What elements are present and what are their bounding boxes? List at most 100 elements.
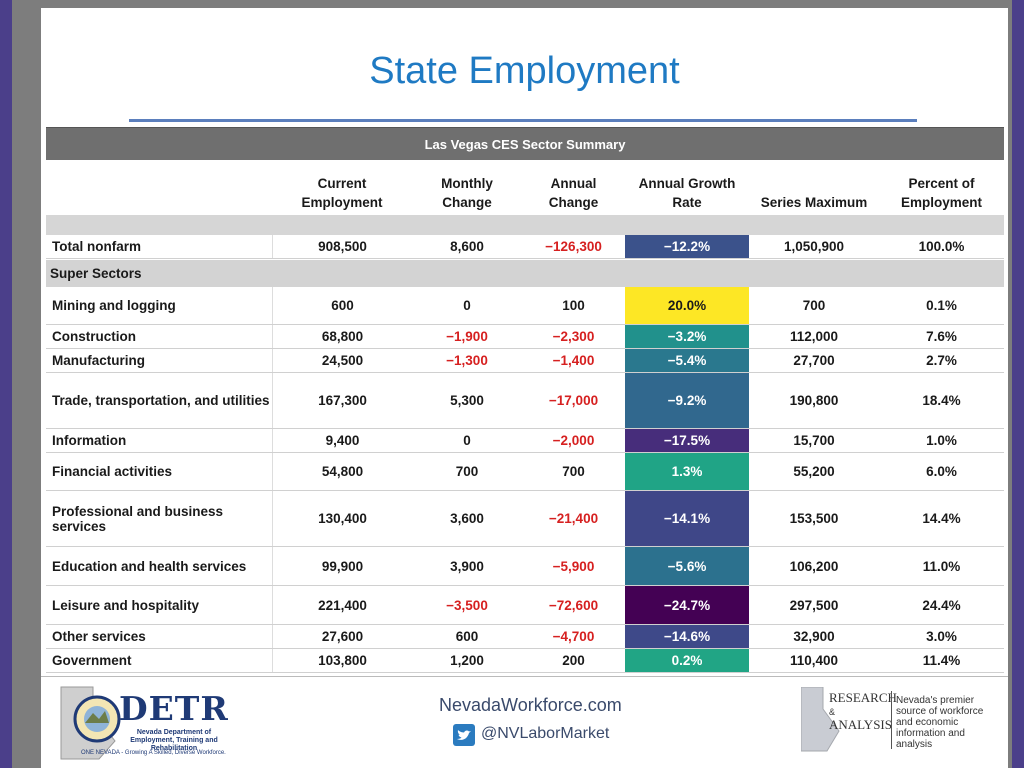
cell-monthly: −1,900 (446, 329, 488, 344)
cell-pct: 3.0% (926, 629, 957, 644)
cell-growth: −5.4% (625, 349, 749, 372)
cell-growth: −14.6% (625, 625, 749, 648)
cell-annual: −2,300 (552, 329, 595, 344)
footer: DETR Nevada Department of Employment, Tr… (41, 676, 1008, 768)
column-header-pct: Percent of Employment (900, 176, 982, 210)
cell-max: 27,700 (793, 353, 835, 368)
cell-current: 9,400 (272, 429, 412, 452)
cell-monthly: −1,300 (446, 353, 488, 368)
row-label: Trade, transportation, and utilities (52, 393, 270, 408)
column-header-current: Current Employment (301, 176, 383, 210)
cell-monthly: 3,900 (450, 558, 484, 574)
detr-subtitle: Nevada Department of Employment, Trainin… (130, 729, 218, 752)
row-label: Government (52, 653, 132, 668)
cell-max: 700 (802, 298, 826, 313)
table-row: Construction 68,800 −1,900 −2,300 −3.2% 112,0… (46, 325, 1004, 349)
cell-monthly: 1,200 (450, 653, 484, 668)
cell-current: 103,800 (272, 649, 412, 672)
cell-current: 99,900 (272, 547, 412, 585)
ra-logo-line2: ANALYSIS (829, 717, 892, 732)
table-row: Professional and business services 130,40… (46, 491, 1004, 547)
table-row: Information 9,400 0 −2,000 −17.5% 15,700 1.0% (46, 429, 1004, 453)
cell-current: 27,600 (272, 625, 412, 648)
ra-logo-amp: & (829, 707, 836, 717)
cell-pct: 6.0% (926, 464, 957, 479)
cell-pct: 7.6% (926, 329, 957, 344)
table-row: Government 103,800 1,200 200 0.2% 110,400 11.4… (46, 649, 1004, 673)
table-row: Financial activities 54,800 700 700 1.3% 55,2… (46, 453, 1004, 491)
cell-current: 167,300 (272, 373, 412, 428)
cell-current: 600 (272, 287, 412, 324)
nevada-state-seal-logo (60, 686, 121, 760)
cell-monthly: 8,600 (450, 239, 484, 254)
cell-annual: −2,000 (552, 433, 595, 448)
cell-annual: −5,900 (552, 558, 595, 574)
row-label: Education and health services (52, 558, 247, 574)
twitter-handle[interactable]: @NVLaborMarket (481, 725, 610, 742)
cell-pct: 18.4% (922, 393, 961, 408)
cell-pct: 24.4% (922, 597, 961, 613)
table-row: Education and health services 99,900 3,900… (46, 547, 1004, 586)
cell-pct: 1.0% (926, 433, 957, 448)
detr-tagline: ONE NEVADA - Growing A Skilled, Diverse … (81, 750, 226, 756)
cell-pct: 11.4% (922, 653, 961, 668)
cell-max: 153,500 (789, 511, 839, 526)
cell-growth: −12.2% (625, 235, 749, 258)
slide: State Employment Las Vegas CES Sector Su… (41, 8, 1008, 768)
cell-pct: 14.4% (922, 511, 961, 526)
section-header-super-sectors: Super Sectors (46, 259, 1004, 287)
cell-current: 54,800 (272, 453, 412, 490)
cell-monthly: 600 (455, 629, 479, 644)
cell-current: 24,500 (272, 349, 412, 372)
cell-max: 15,700 (793, 433, 835, 448)
cell-max: 190,800 (789, 393, 839, 408)
ra-description: Nevada's premier source of workforce and… (896, 695, 984, 750)
row-label: Mining and logging (52, 298, 176, 313)
cell-pct: 2.7% (926, 353, 957, 368)
cell-annual: −72,600 (548, 597, 599, 613)
cell-pct: 11.0% (922, 558, 961, 574)
cell-pct: 100.0% (918, 239, 965, 254)
cell-current: 221,400 (272, 586, 412, 624)
cell-current: 130,400 (272, 491, 412, 546)
table-row: Mining and logging 600 0 100 20.0% 700 0.1% (46, 287, 1004, 325)
cell-annual: −4,700 (552, 629, 595, 644)
row-label: Financial activities (52, 464, 173, 479)
table-row-total: Total nonfarm 908,500 8,600 −126,300 −12… (46, 235, 1004, 259)
table-row: Trade, transportation, and utilities 167,… (46, 373, 1004, 429)
cell-annual: 700 (562, 464, 585, 479)
cell-monthly: 3,600 (450, 511, 484, 526)
column-header-sector (46, 160, 272, 215)
sector-rows: Mining and logging 600 0 100 20.0% 700 0.1% Con… (46, 287, 1004, 673)
table-row: Leisure and hospitality 221,400 −3,500 −72,… (46, 586, 1004, 625)
table-row: Manufacturing 24,500 −1,300 −1,400 −5.4% 27,7… (46, 349, 1004, 373)
page-title: State Employment (369, 50, 680, 92)
cell-monthly: 0 (463, 433, 471, 448)
cell-max: 32,900 (793, 629, 835, 644)
cell-growth: 1.3% (625, 453, 749, 490)
cell-annual: −17,000 (548, 393, 599, 408)
cell-growth: −5.6% (625, 547, 749, 585)
column-header-annual: Annual Change (548, 176, 599, 210)
column-header-max: Series Maximum (760, 195, 868, 210)
cell-monthly: 0 (463, 298, 471, 313)
ra-logo-line1: RESEARCH (829, 690, 897, 705)
website-link[interactable]: NevadaWorkforce.com (439, 695, 622, 715)
detr-logo-text: DETR (119, 689, 229, 728)
title-divider (129, 119, 917, 122)
table-row: Other services 27,600 600 −4,700 −14.6% 32,90… (46, 625, 1004, 649)
cell-growth: 0.2% (625, 649, 749, 672)
cell-max: 1,050,900 (783, 239, 845, 254)
cell-current: 68,800 (272, 325, 412, 348)
sector-summary-table: Las Vegas CES Sector Summary Current Empl… (46, 127, 1004, 673)
row-label: Information (52, 433, 127, 448)
slide-frame: State Employment Las Vegas CES Sector Su… (12, 0, 1012, 768)
cell-annual: 100 (562, 298, 585, 313)
ra-divider (891, 691, 892, 749)
cell-monthly: −3,500 (446, 597, 488, 613)
twitter-bird-icon (453, 724, 475, 746)
cell-annual: −1,400 (552, 353, 595, 368)
cell-growth: −17.5% (625, 429, 749, 452)
row-label: Other services (52, 629, 146, 644)
row-label: Leisure and hospitality (52, 597, 200, 613)
